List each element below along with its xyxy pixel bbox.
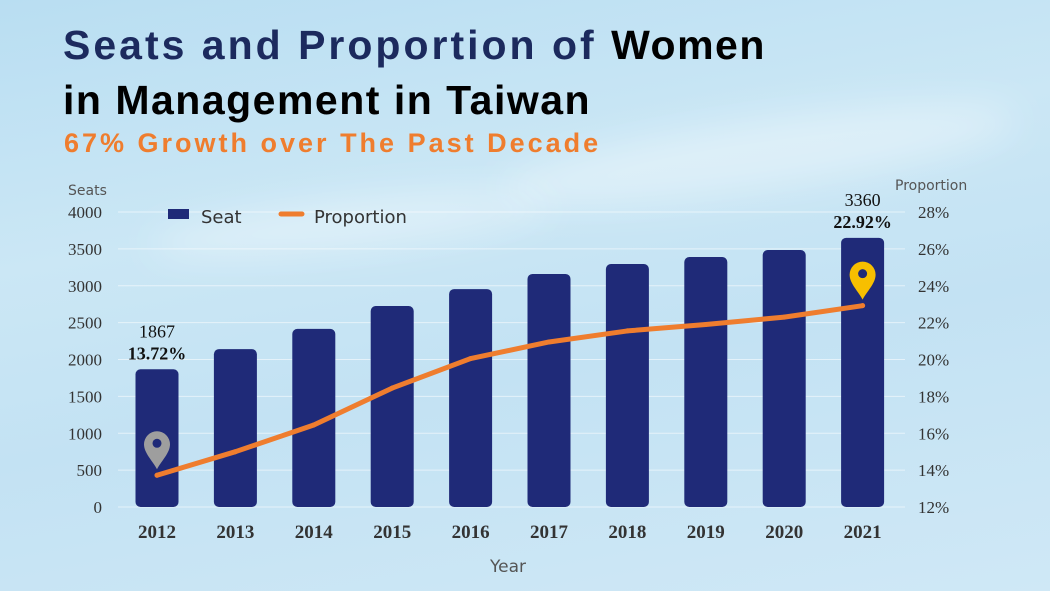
map-pin-hole xyxy=(858,269,868,279)
x-tick-label: 2012 xyxy=(138,522,176,543)
map-pin-icon xyxy=(144,431,170,470)
y-left-tick-label: 4000 xyxy=(68,203,102,222)
bar-2018 xyxy=(605,263,649,507)
y-right-tick-label: 20% xyxy=(918,351,949,370)
x-tick-label: 2016 xyxy=(452,522,490,543)
y-right-tick-label: 26% xyxy=(918,240,949,259)
chart-subtitle: 67% Growth over The Past Decade xyxy=(64,128,602,158)
y-left-tick-label: 1000 xyxy=(68,424,102,443)
legend-seat-swatch xyxy=(168,209,189,219)
y-left-tick-label: 3000 xyxy=(68,277,102,296)
y-left-tick-label: 2000 xyxy=(68,351,102,370)
proportion-point-2017 xyxy=(546,339,552,345)
map-pin-icon xyxy=(849,261,876,300)
chart-title: Seats and Proportion of Women in Managem… xyxy=(63,18,766,128)
proportion-point-2016 xyxy=(468,356,474,362)
y-left-tick-label: 3500 xyxy=(68,240,102,259)
bar-2020 xyxy=(762,249,806,507)
legend-proportion-label: Proportion xyxy=(314,207,407,228)
y-right-tick-label: 22% xyxy=(918,314,949,333)
y-right-tick-label: 24% xyxy=(918,277,949,296)
data-label-proportion: 22.92% xyxy=(833,212,892,232)
y-right-tick-label: 28% xyxy=(918,203,949,222)
proportion-point-2012 xyxy=(154,472,160,478)
bar-2016 xyxy=(449,289,493,507)
proportion-point-2021 xyxy=(860,303,866,309)
y-left-tick-label: 1500 xyxy=(68,387,102,406)
x-axis-title: Year xyxy=(489,557,526,577)
title-part1: Seats and Proportion of xyxy=(63,22,612,68)
bar-2015 xyxy=(370,306,414,507)
y-left-tick-label: 2500 xyxy=(68,314,102,333)
y-right-tick-label: 16% xyxy=(918,424,949,443)
x-tick-label: 2017 xyxy=(530,522,569,543)
x-tick-label: 2021 xyxy=(844,522,882,543)
x-tick-label: 2019 xyxy=(687,522,725,543)
legend-seat-label: Seat xyxy=(201,207,242,228)
legend: Seat Proportion xyxy=(168,207,407,228)
proportion-line xyxy=(154,303,866,478)
y-right-tick-label: 18% xyxy=(918,387,949,406)
x-tick-label: 2015 xyxy=(373,522,411,543)
data-label-seats: 1867 xyxy=(139,321,175,341)
x-tick-label: 2020 xyxy=(765,522,803,543)
bar-2019 xyxy=(684,256,728,507)
proportion-point-2013 xyxy=(232,449,238,455)
proportion-point-2015 xyxy=(389,385,395,391)
bar-2017 xyxy=(527,273,571,507)
y-right-tick-label: 14% xyxy=(918,461,949,480)
title-line2: in Management in Taiwan xyxy=(63,77,592,123)
y-left-tick-label: 0 xyxy=(94,498,103,517)
map-pin-hole xyxy=(152,438,162,448)
x-tick-label: 2018 xyxy=(608,522,646,543)
proportion-point-2018 xyxy=(624,328,630,334)
data-label-seats: 3360 xyxy=(845,190,881,210)
title-part2: Women xyxy=(611,22,766,68)
bar-2013 xyxy=(213,349,257,507)
x-tick-label: 2014 xyxy=(295,522,334,543)
x-tick-label: 2013 xyxy=(216,522,254,543)
proportion-point-2014 xyxy=(311,422,317,428)
bar-2014 xyxy=(292,328,336,507)
left-axis-title: Seats xyxy=(68,183,107,199)
data-label-proportion: 13.72% xyxy=(128,343,187,363)
y-right-tick-label: 12% xyxy=(918,498,949,517)
right-axis-title: Proportion xyxy=(895,178,967,194)
proportion-point-2020 xyxy=(781,314,787,320)
proportion-point-2019 xyxy=(703,321,709,327)
y-left-tick-label: 500 xyxy=(77,461,103,480)
